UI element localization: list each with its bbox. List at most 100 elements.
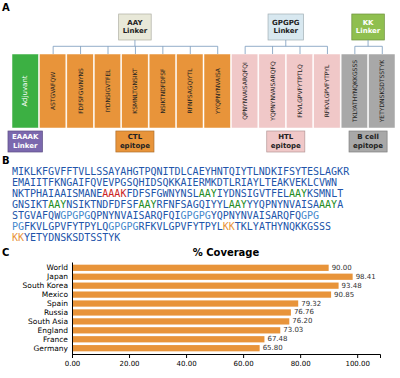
y-tick-label: World bbox=[47, 263, 69, 272]
y-tick: Japan bbox=[46, 272, 72, 281]
tree-line bbox=[285, 40, 286, 46]
sequence-segment: RFKVLGPVFYTPYL bbox=[138, 221, 222, 232]
tree-line bbox=[190, 46, 191, 54]
epitope-label: YYQPNYNVAISA bbox=[214, 67, 221, 115]
panel-a: AAdjuvantASTGVAFQWFDFSFGWNYNSIYDNSIGVTFE… bbox=[2, 2, 395, 152]
data-label: 65.80 bbox=[263, 344, 283, 352]
panel-label: A bbox=[2, 2, 10, 13]
sequence-segment: GPGPG bbox=[108, 221, 138, 232]
sequence-segment: MIKLKFGVFFTVLLSSAYAHGTPQNITDLCAEYHNTQIYT… bbox=[12, 166, 350, 177]
sequence-segment: TKLYATHYNQKKGSSS bbox=[235, 221, 331, 232]
y-tick-label: South Korea bbox=[23, 281, 68, 290]
label-box: AAYLinker bbox=[119, 14, 152, 40]
x-tick-mark bbox=[243, 354, 244, 358]
sequence-line: PGFKVLGPVFYTPYLQGPGPGRFKVLGPVFYTPYLKKTKL… bbox=[12, 221, 331, 232]
bar bbox=[72, 336, 264, 342]
epitope-label: RFNFSAGQIYTL bbox=[186, 68, 193, 114]
y-axis: WorldJapanSouth KoreaMexicoSpainRussiaSo… bbox=[23, 263, 73, 355]
epitope-label: FDFSFGWNYNS bbox=[77, 68, 84, 114]
sequence-segment: KK bbox=[12, 232, 24, 243]
tree-line bbox=[134, 40, 135, 46]
sequence-segment: GPGPG bbox=[181, 210, 211, 221]
y-tick: World bbox=[47, 263, 73, 272]
bar bbox=[72, 274, 353, 280]
panel-label: B bbox=[2, 155, 10, 166]
epitope-label: NSIKTNDFDFSF bbox=[159, 68, 166, 114]
sequence-segment: STGVAFQW bbox=[12, 210, 61, 221]
box-label-line: GPGPG bbox=[272, 19, 300, 27]
label-box: EAAAKLinker bbox=[8, 131, 42, 152]
sequence-segment: EMAIITFKNGAIFQVEVPGSQHIDSQKKAIERMKDTLRIA… bbox=[12, 177, 337, 188]
box-label: CTLepitope bbox=[120, 133, 150, 149]
x-tick-mark bbox=[357, 354, 358, 358]
label-box: B cellepitope bbox=[349, 131, 387, 152]
box-label-line: HTL bbox=[278, 133, 294, 141]
epitope-box bbox=[12, 54, 38, 128]
y-tick: South Korea bbox=[23, 281, 72, 290]
sequence-segment: A bbox=[337, 199, 343, 210]
x-tick: 60.00 bbox=[234, 354, 254, 368]
box-label-line: epitope bbox=[120, 142, 150, 150]
sequence-segment: AAY bbox=[199, 188, 217, 199]
bar bbox=[72, 318, 289, 324]
x-axis: 0.00 20.00 40.00 60.00 80.00 100.00 bbox=[65, 354, 381, 368]
x-tick: 20.00 bbox=[120, 354, 140, 368]
y-tick: France bbox=[43, 335, 72, 344]
y-tick-label: Mexico bbox=[42, 290, 69, 299]
data-label: 76.20 bbox=[292, 317, 312, 325]
sequence-line: MIKLKFGVFFTVLLSSAYAHGTPQNITDLCAEYHNTQIYT… bbox=[12, 166, 350, 177]
label-box-rect bbox=[116, 131, 154, 152]
box-label: GPGPGLinker bbox=[272, 19, 300, 35]
epitope-box bbox=[204, 54, 230, 128]
epitope-label: QPNYNVAISARQFQI bbox=[241, 62, 248, 120]
data-label: 90.00 bbox=[332, 264, 352, 272]
sequence-line: STGVAFQWGPGPGQPNYNVAISARQFQIGPGPGYQPNYNV… bbox=[12, 210, 319, 221]
tree-line bbox=[245, 46, 246, 54]
epitope-box bbox=[149, 54, 175, 128]
label-box-rect bbox=[352, 14, 385, 40]
epitope-label: ASTGVAFQW bbox=[49, 72, 56, 110]
sequence-line: GNSIKTAAYNSIKTNDFDFSFAAYRFNFSAGQIYYLAAYY… bbox=[12, 199, 343, 210]
bar bbox=[72, 300, 298, 306]
sequence-segment: IYDNSIGVTFEL bbox=[217, 188, 289, 199]
label-box: CTLepitope bbox=[116, 131, 154, 152]
tree-line bbox=[108, 46, 109, 54]
x-tick-label: 0.00 bbox=[65, 360, 81, 368]
epitope-box bbox=[259, 54, 285, 128]
sequence-segment: KSMNL bbox=[307, 188, 337, 199]
sequence-line: NKTPHAIAAISMANEAAAKFDFSFGWNYNSLAAYIYDNSI… bbox=[12, 188, 343, 199]
sequence-segment: AAY bbox=[48, 199, 66, 210]
sequence-line: EMAIITFKNGAIFQVEVPGSQHIDSQKKAIERMKDTLRIA… bbox=[12, 177, 337, 188]
epitope-box bbox=[39, 54, 65, 128]
data-label: 93.48 bbox=[342, 282, 362, 290]
x-tick: 100.00 bbox=[345, 354, 370, 368]
label-box-rect bbox=[119, 14, 152, 40]
y-tick-label: Germany bbox=[34, 344, 69, 353]
sequence-segment: KK bbox=[223, 221, 235, 232]
box-label-line: Linker bbox=[123, 27, 148, 35]
x-tick-label: 80.00 bbox=[291, 360, 311, 368]
y-tick-label: Russia bbox=[44, 308, 68, 317]
sequence-segment: YQPNYNVAISARQFQ bbox=[211, 210, 301, 221]
y-tick: Spain bbox=[47, 299, 72, 308]
epitope-label: FKVLGPVFYTPTLQ bbox=[296, 64, 303, 118]
box-label-line: CTL bbox=[128, 133, 143, 141]
box-label-line: Linker bbox=[13, 142, 38, 150]
data-labels: 90.0098.4193.4890.8579.3276.7676.2073.03… bbox=[263, 264, 376, 352]
epitope-label: KSMNLTGNSIKT bbox=[131, 68, 138, 114]
sequence-line: KKYETYDNSKSDTSSTYK bbox=[12, 232, 120, 243]
bar bbox=[72, 283, 339, 289]
label-box-rect bbox=[8, 131, 42, 152]
box-label: AAYLinker bbox=[123, 19, 148, 35]
bar bbox=[72, 309, 291, 315]
tree-line bbox=[368, 40, 369, 46]
y-tick: South Asia bbox=[28, 317, 72, 326]
epitope-label: TKLYATHYNQKKGSSS bbox=[351, 60, 358, 123]
label-box-rect bbox=[349, 131, 387, 152]
data-label: 90.85 bbox=[334, 291, 354, 299]
epitope-box bbox=[341, 54, 367, 128]
x-tick-label: 40.00 bbox=[177, 360, 197, 368]
panel-c: C% Coverage90.0098.4193.4890.8579.3276.7… bbox=[2, 247, 381, 368]
bar bbox=[72, 345, 260, 351]
y-tick-label: South Asia bbox=[28, 317, 68, 326]
